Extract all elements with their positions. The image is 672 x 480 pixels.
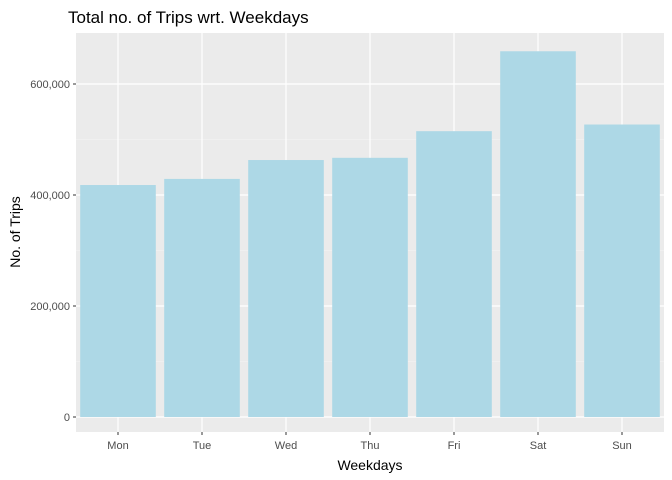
bar-sat <box>500 51 576 417</box>
y-tick-label: 200,000 <box>30 301 70 313</box>
y-axis-title: No. of Trips <box>7 196 23 268</box>
bar-thu <box>332 157 408 417</box>
x-axis-title: Weekdays <box>337 457 402 473</box>
chart-title: Total no. of Trips wrt. Weekdays <box>68 8 309 27</box>
x-tick-label: Sun <box>612 440 632 452</box>
bar-fri <box>416 131 492 418</box>
x-tick-label: Wed <box>275 440 297 452</box>
bar-sun <box>584 124 660 417</box>
bars <box>80 51 660 418</box>
x-tick-label: Sat <box>530 440 547 452</box>
bar-mon <box>80 185 156 417</box>
y-tick-label: 400,000 <box>30 190 70 202</box>
axes: 0 200,000 400,000 600,000 Mon Tue Wed Thu Fri Sat… <box>30 79 632 452</box>
x-tick-label: Thu <box>361 440 380 452</box>
x-tick-label: Tue <box>193 440 212 452</box>
bar-tue <box>164 178 240 417</box>
x-tick-label: Fri <box>448 440 461 452</box>
y-tick-label: 0 <box>64 412 70 424</box>
y-tick-label: 600,000 <box>30 79 70 91</box>
bar-wed <box>248 160 324 417</box>
x-tick-label: Mon <box>107 440 128 452</box>
